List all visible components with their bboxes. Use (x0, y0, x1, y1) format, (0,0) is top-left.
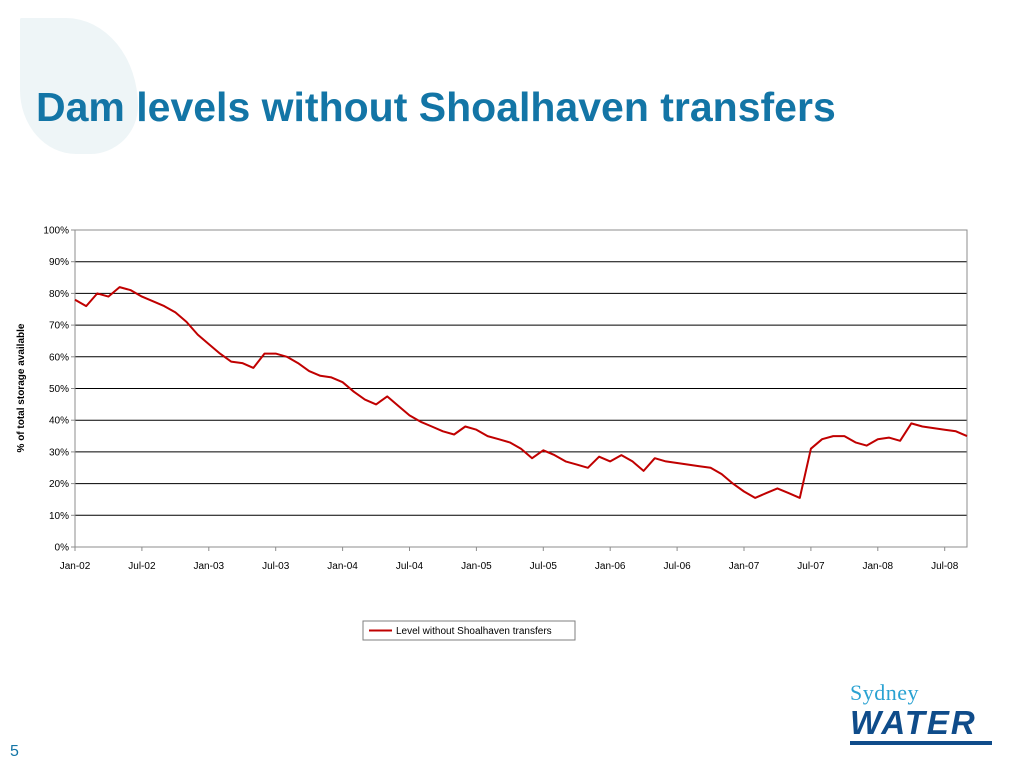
y-tick-label: 50% (49, 384, 69, 395)
sydney-water-logo: Sydney WATER (846, 680, 996, 748)
x-tick-label: Jul-04 (396, 561, 424, 572)
y-tick-label: 40% (49, 416, 69, 427)
x-tick-label: Jan-07 (729, 561, 760, 572)
y-tick-label: 20% (49, 479, 69, 490)
y-tick-label: 30% (49, 447, 69, 458)
x-tick-label: Jan-04 (327, 561, 358, 572)
x-tick-label: Jan-08 (863, 561, 894, 572)
gridlines (75, 261, 967, 516)
x-tick-label: Jul-07 (797, 561, 825, 572)
legend-label: Level without Shoalhaven transfers (396, 626, 552, 637)
legend: Level without Shoalhaven transfers (362, 620, 576, 641)
x-tick-label: Jan-05 (461, 561, 492, 572)
y-tick-label: 70% (49, 321, 69, 332)
x-tick-label: Jul-05 (530, 561, 558, 572)
y-tick-label: 100% (43, 226, 69, 237)
legend-box (362, 620, 576, 641)
x-tick-label: Jul-06 (663, 561, 691, 572)
x-axis-ticks: Jan-02 Jul-02 Jan-03 Jul-03 Jan-04 Jul-04 Jan-… (60, 547, 959, 572)
x-tick-label: Jan-02 (60, 561, 91, 572)
y-tick-label: 80% (49, 289, 69, 300)
x-tick-label: Jul-08 (931, 561, 959, 572)
y-axis-label: % of total storage available (16, 323, 27, 452)
y-tick-label: 10% (49, 511, 69, 522)
slide-number: 5 (10, 743, 19, 760)
logo-underline (850, 741, 992, 745)
slide-title: Dam levels without Shoalhaven transfers (36, 84, 836, 130)
series-layer (74, 286, 968, 499)
y-tick-label: 90% (49, 257, 69, 268)
x-tick-label: Jul-02 (128, 561, 156, 572)
logo-water-text: WATER (850, 704, 977, 741)
logo-sydney-text: Sydney (850, 680, 919, 705)
series-line (74, 286, 968, 499)
x-tick-label: Jul-03 (262, 561, 290, 572)
y-tick-label: 60% (49, 352, 69, 363)
y-tick-label: 0% (55, 543, 70, 554)
x-tick-label: Jan-03 (194, 561, 225, 572)
x-tick-label: Jan-06 (595, 561, 626, 572)
y-axis-ticks: 0% 10% 20% 30% 40% 50% 60% 70% 80% 90% 100% (43, 226, 75, 554)
